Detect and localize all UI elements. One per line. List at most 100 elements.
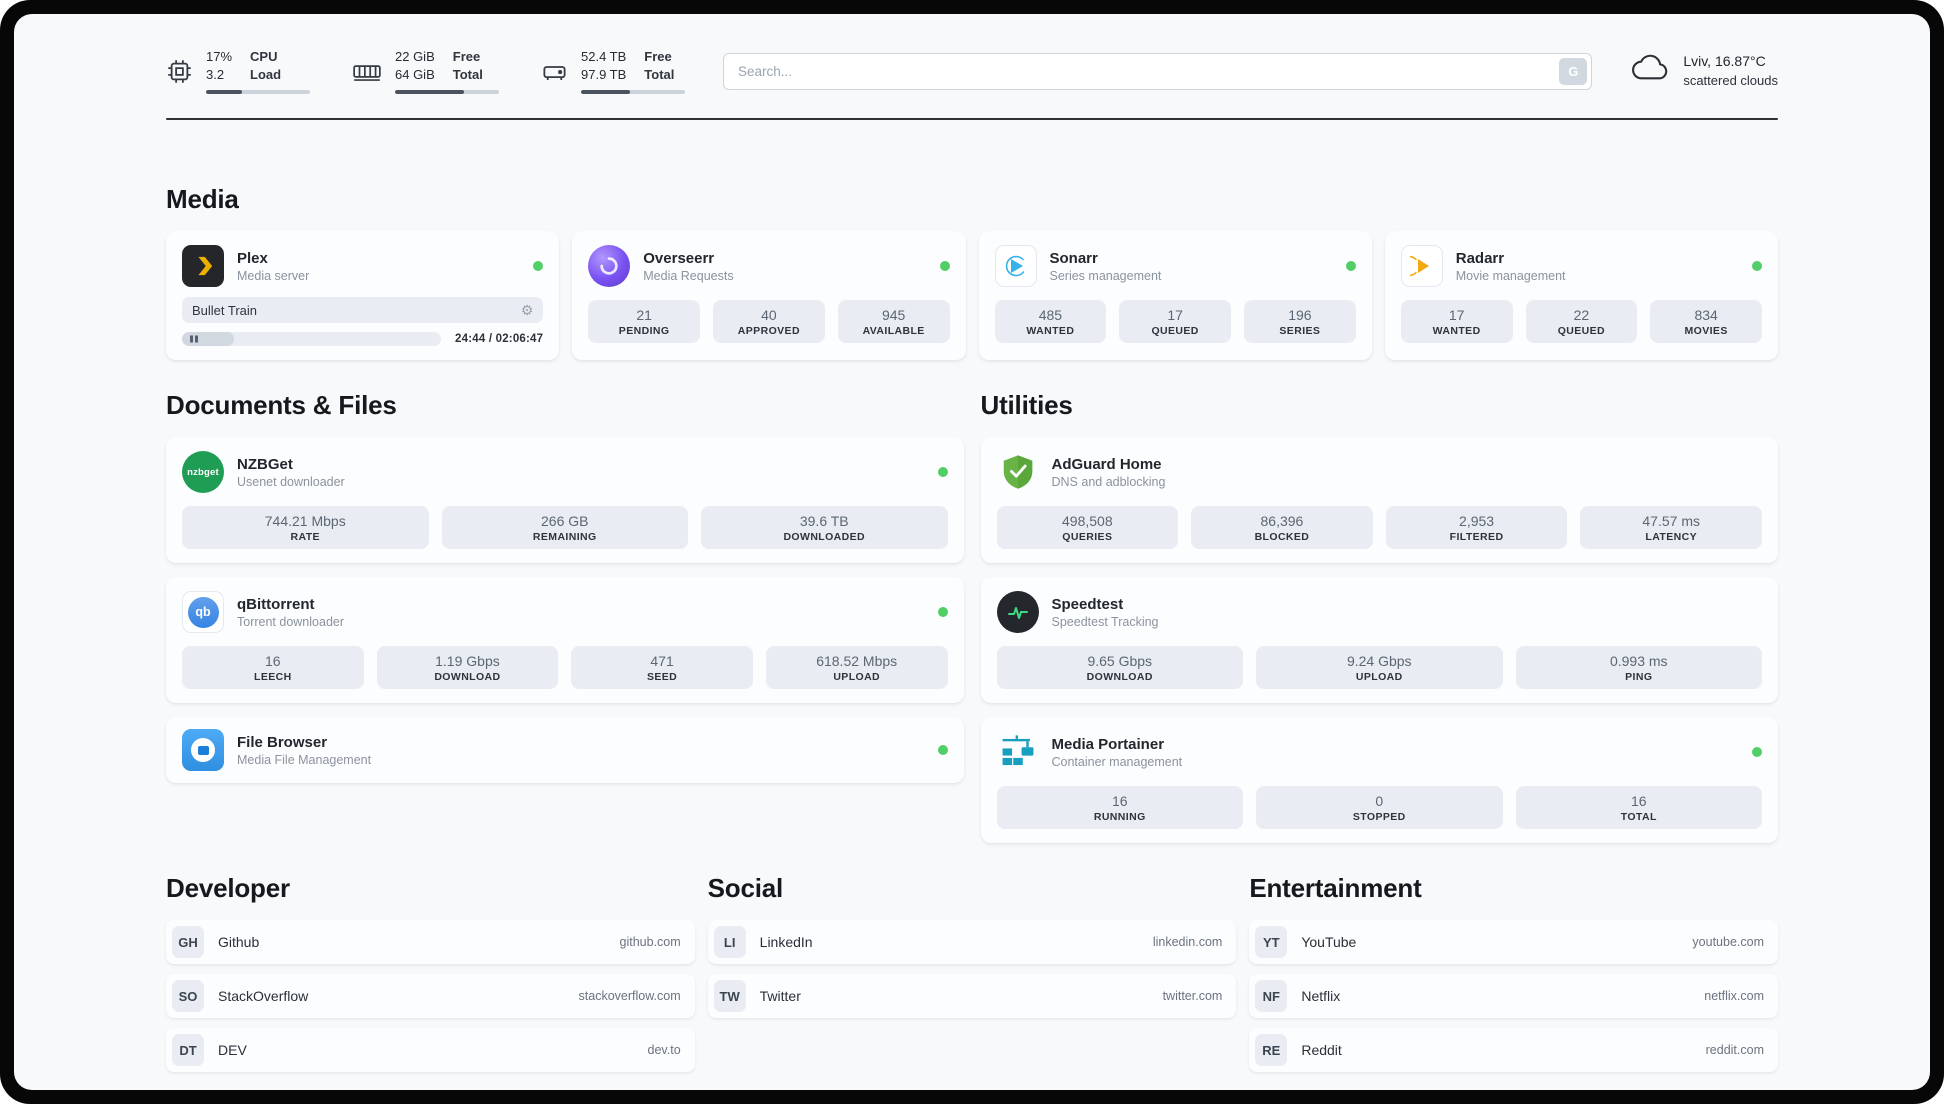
status-online-dot — [1345, 261, 1356, 271]
stat-value: 498,508 — [1062, 513, 1113, 529]
app-name: Radarr — [1455, 249, 1505, 267]
disk-free-value: 52.4 TB — [581, 49, 627, 65]
search-engine-button[interactable]: G — [1559, 57, 1588, 85]
stat-label: LATENCY — [1645, 531, 1697, 543]
bookmark-github[interactable]: GH Github github.com — [166, 920, 695, 964]
settings-gear-icon[interactable]: ⚙ — [520, 302, 534, 318]
app-subtitle: Media Requests — [643, 268, 734, 283]
bookmark-youtube[interactable]: YT YouTube youtube.com — [1249, 920, 1778, 964]
stat-label: QUEUED — [1151, 325, 1199, 337]
bookmark-abbr: NF — [1255, 980, 1288, 1012]
status-online-dot — [939, 261, 950, 271]
stat-label: APPROVED — [737, 325, 800, 337]
bookmark-url: linkedin.com — [1152, 935, 1223, 949]
app-card-plex[interactable]: Plex Media server Bullet Train ⚙ 24:44 /… — [166, 231, 560, 360]
stat-label: MOVIES — [1684, 325, 1728, 337]
stat-queued: 17 QUEUED — [1119, 300, 1231, 343]
sonarr-icon — [994, 245, 1037, 287]
bookmark-twitter[interactable]: TW Twitter twitter.com — [707, 974, 1237, 1018]
radarr-icon — [1400, 245, 1443, 287]
bookmark-name: YouTube — [1301, 934, 1357, 950]
stat-label: AVAILABLE — [862, 325, 925, 337]
bookmark-netflix[interactable]: NF Netflix netflix.com — [1249, 974, 1778, 1018]
app-name: AdGuard Home — [1051, 455, 1162, 473]
disk-widget: 52.4 TB 97.9 TB Free Total — [541, 48, 685, 94]
app-name: File Browser — [237, 733, 328, 751]
playback-row: 24:44 / 02:06:47 — [182, 332, 543, 346]
app-card-filebrowser[interactable]: File Browser Media File Management — [166, 717, 964, 783]
app-card-speedtest[interactable]: Speedtest Speedtest Tracking 9.65 Gbps D… — [980, 577, 1778, 703]
bookmark-url: stackoverflow.com — [578, 989, 681, 1003]
ram-icon — [352, 58, 382, 85]
stat-value: 471 — [650, 653, 674, 669]
app-name: Plex — [237, 249, 268, 267]
stat-upload: 9.24 Gbps UPLOAD — [1256, 646, 1503, 689]
stat-label: DOWNLOADED — [783, 531, 866, 543]
stat-label: SEED — [646, 671, 678, 683]
ram-progress-bar — [395, 89, 499, 94]
app-subtitle: Usenet downloader — [237, 474, 345, 489]
app-subtitle: Container management — [1051, 754, 1183, 769]
app-subtitle: Speedtest Tracking — [1051, 614, 1159, 629]
now-playing-box: Bullet Train ⚙ — [182, 297, 544, 323]
bookmark-url: github.com — [619, 935, 681, 949]
bookmark-name: Github — [218, 934, 260, 950]
stat-label: RATE — [290, 531, 320, 543]
bookmark-abbr: DT — [172, 1034, 204, 1066]
header-divider — [166, 118, 1778, 120]
stat-value: 0 — [1375, 793, 1384, 809]
stat-value: 16 — [1111, 793, 1128, 809]
plex-icon — [182, 245, 224, 287]
bookmark-url: reddit.com — [1705, 1043, 1764, 1057]
stat-value: 86,396 — [1260, 513, 1304, 529]
app-card-nzbget[interactable]: nzbget NZBGet Usenet downloader 744.21 M… — [166, 437, 964, 563]
search-bar: G — [723, 52, 1593, 90]
app-card-sonarr[interactable]: Sonarr Series management 485 WANTED 17 Q… — [978, 231, 1372, 360]
stat-upload: 618.52 Mbps UPLOAD — [765, 646, 948, 689]
stat-value: 0.993 ms — [1609, 653, 1668, 669]
weather-location: Lviv, 16.87°C — [1683, 53, 1766, 70]
stat-label: SERIES — [1279, 325, 1321, 337]
stat-label: TOTAL — [1620, 811, 1657, 823]
stat-filtered: 2,953 FILTERED — [1385, 506, 1568, 549]
stat-remaining: 266 GB REMAINING — [441, 506, 688, 549]
disk-total-label: Total — [644, 67, 675, 82]
stat-value: 1.19 Gbps — [435, 653, 500, 669]
bookmark-name: Netflix — [1301, 988, 1341, 1004]
bookmark-dev[interactable]: DT DEV dev.to — [166, 1028, 695, 1072]
bookmark-group-entertainment: Entertainment YT YouTube youtube.com NF … — [1249, 873, 1778, 1082]
stat-available: 945 AVAILABLE — [837, 300, 950, 343]
status-online-dot — [937, 607, 948, 617]
stat-value: 16 — [1630, 793, 1647, 809]
stat-value: 266 GB — [541, 513, 589, 529]
pause-icon[interactable] — [190, 335, 198, 343]
cpu-label: CPU — [250, 49, 278, 65]
app-subtitle: Torrent downloader — [237, 614, 345, 629]
playback-progress-bar[interactable] — [182, 332, 442, 346]
stat-label: WANTED — [1026, 325, 1075, 337]
status-online-dot — [937, 467, 948, 477]
app-card-adguard[interactable]: AdGuard Home DNS and adblocking 498,508 … — [980, 437, 1778, 563]
bookmark-abbr: GH — [172, 926, 204, 958]
bookmark-name: Reddit — [1301, 1042, 1342, 1058]
stat-label: QUERIES — [1062, 531, 1113, 543]
bookmark-reddit[interactable]: RE Reddit reddit.com — [1249, 1028, 1778, 1072]
weather-widget[interactable]: Lviv, 16.87°C scattered clouds — [1630, 52, 1778, 91]
stat-ping: 0.993 ms PING — [1515, 646, 1762, 689]
app-card-overseerr[interactable]: Overseerr Media Requests 21 PENDING 40 A… — [572, 231, 966, 360]
app-card-qbittorrent[interactable]: qb qBittorrent Torrent downloader 16 LEE… — [166, 577, 964, 703]
stat-label: DOWNLOAD — [1086, 671, 1153, 683]
app-card-portainer[interactable]: Media Portainer Container management 16 … — [980, 717, 1778, 843]
stat-label: PENDING — [618, 325, 670, 337]
top-bar: 17% 3.2 CPU Load — [166, 44, 1778, 98]
stat-pending: 21 PENDING — [588, 300, 700, 343]
bookmark-stackoverflow[interactable]: SO StackOverflow stackoverflow.com — [166, 974, 695, 1018]
app-name: Media Portainer — [1051, 735, 1165, 753]
bookmark-group-developer: Developer GH Github github.com SO StackO… — [166, 873, 695, 1082]
documents-column: Documents & Files nzbget NZBGet Usenet d… — [166, 360, 964, 843]
app-card-radarr[interactable]: Radarr Movie management 17 WANTED 22 QUE… — [1384, 231, 1778, 360]
bookmark-linkedin[interactable]: LI LinkedIn linkedin.com — [707, 920, 1237, 964]
search-input[interactable] — [723, 52, 1593, 90]
disk-free-label: Free — [644, 49, 672, 65]
stat-label: FILTERED — [1449, 531, 1504, 543]
